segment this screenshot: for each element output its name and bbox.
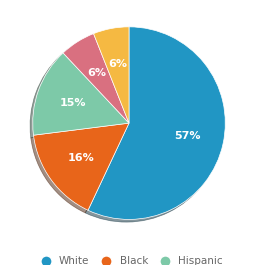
Legend: White, Black, Hispanic: White, Black, Hispanic xyxy=(32,253,226,265)
Text: 16%: 16% xyxy=(67,153,94,163)
Text: 57%: 57% xyxy=(174,131,200,141)
Wedge shape xyxy=(63,34,129,123)
Wedge shape xyxy=(34,123,129,210)
Wedge shape xyxy=(88,27,225,219)
Wedge shape xyxy=(94,27,129,123)
Wedge shape xyxy=(33,53,129,135)
Text: 15%: 15% xyxy=(60,98,86,108)
Text: 6%: 6% xyxy=(108,60,127,69)
Text: 6%: 6% xyxy=(87,68,107,78)
